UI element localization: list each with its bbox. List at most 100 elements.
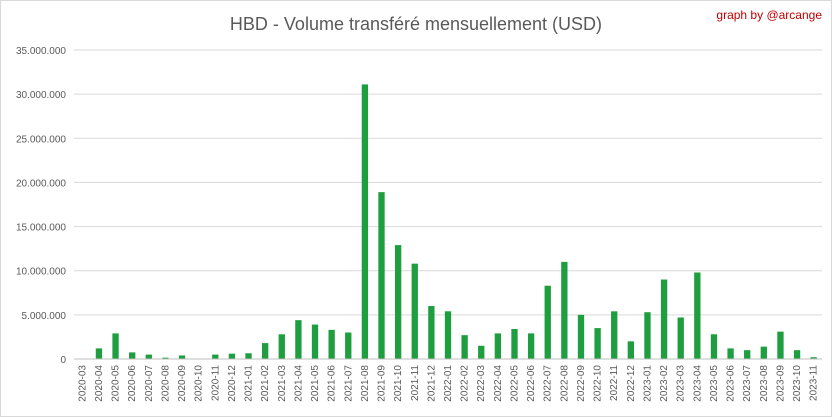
x-tick-label: 2021-01	[244, 365, 255, 402]
x-tick-label: 2023-08	[759, 365, 770, 402]
x-tick-label: 2022-11	[609, 365, 620, 401]
x-tick-label: 2021-02	[260, 365, 271, 402]
x-tick-label: 2023-09	[775, 365, 786, 402]
bar-2021-07	[345, 332, 352, 359]
bar-2021-04	[295, 320, 302, 359]
x-tick-label: 2020-11	[210, 365, 221, 401]
x-tick-label: 2022-07	[543, 365, 554, 402]
bar-2022-04	[494, 333, 502, 359]
bar-2021-11	[411, 263, 418, 359]
x-tick-label: 2022-08	[559, 365, 570, 402]
bar-2023-09	[777, 331, 784, 359]
y-tick-label: 5.000.000	[22, 311, 67, 322]
bar-2020-07	[145, 354, 152, 359]
bar-2021-10	[394, 245, 402, 359]
bar-2020-04	[95, 348, 103, 359]
x-axis-labels: 2020-03 2020-04 2020-05 2020-06 2020-07 2020-…	[77, 365, 819, 402]
bar-2022-06	[527, 333, 535, 359]
bar-2023-10	[793, 350, 801, 359]
x-tick-label: 2022-03	[476, 365, 487, 402]
x-tick-label: 2021-12	[426, 365, 437, 402]
bar-2022-08	[561, 261, 568, 359]
x-tick-label: 2022-04	[493, 365, 504, 402]
chart-credit: graph by @arcange	[716, 8, 822, 22]
x-tick-label: 2021-03	[277, 365, 288, 402]
bar-2021-05	[311, 324, 319, 359]
y-tick-label: 10.000.000	[16, 267, 66, 278]
x-tick-label: 2021-05	[310, 365, 321, 402]
bar-2022-05	[511, 328, 518, 359]
x-tick-label: 2023-01	[642, 365, 653, 402]
bar-2020-05	[112, 333, 119, 359]
x-tick-label: 2020-09	[177, 365, 188, 402]
x-tick-label: 2023-04	[692, 365, 703, 402]
bar-2021-02	[261, 343, 269, 359]
bar-2022-03	[478, 345, 485, 359]
x-tick-label: 2022-12	[626, 365, 637, 402]
x-tick-label: 2020-05	[111, 365, 122, 402]
bar-2023-08	[760, 346, 767, 359]
x-tick-label: 2022-05	[509, 365, 520, 402]
gridlines	[74, 49, 822, 316]
x-tick-label: 2020-06	[127, 365, 138, 402]
bar-2023-01	[644, 312, 651, 359]
y-tick-label: 25.000.000	[16, 134, 66, 145]
bar-2021-03	[278, 334, 285, 359]
x-tick-label: 2023-10	[792, 365, 803, 402]
x-tick-label: 2021-08	[360, 365, 371, 402]
x-tick-label: 2023-03	[676, 365, 687, 402]
bar-2022-12	[627, 341, 635, 359]
bar-2020-11	[212, 354, 219, 359]
x-tick-label: 2022-06	[526, 365, 537, 402]
bar-2022-11	[611, 311, 618, 359]
bar-2022-09	[577, 314, 585, 359]
bar-2020-06	[129, 352, 136, 359]
bar-2021-06	[328, 329, 335, 359]
bar-2022-01	[444, 311, 452, 359]
y-tick-label: 20.000.000	[16, 178, 66, 189]
bar-2022-10	[594, 328, 601, 359]
bar-2023-03	[677, 317, 684, 359]
bar-2020-12	[228, 353, 236, 359]
bar-2022-07	[544, 285, 551, 359]
x-tick-label: 2021-06	[327, 365, 338, 402]
y-tick-label: 30.000.000	[16, 90, 66, 101]
bar-2021-01	[245, 353, 252, 359]
x-tick-label: 2023-06	[726, 365, 737, 402]
bar-2022-02	[461, 335, 468, 359]
y-tick-label: 35.000.000	[16, 46, 66, 57]
x-tick-label: 2021-07	[343, 365, 354, 402]
x-tick-label: 2022-02	[460, 365, 471, 402]
bars	[95, 84, 817, 359]
bar-2023-11	[810, 357, 817, 359]
x-tick-label: 2022-09	[576, 365, 587, 402]
x-tick-label: 2023-02	[659, 365, 670, 402]
bar-2021-08	[361, 84, 369, 359]
y-tick-label: 15.000.000	[16, 223, 66, 234]
bar-2023-06	[727, 348, 734, 359]
x-tick-label: 2021-11	[410, 365, 421, 401]
x-tick-label: 2023-07	[742, 365, 753, 402]
x-tick-label: 2023-05	[709, 365, 720, 402]
y-tick-label: 0	[60, 355, 66, 366]
x-tick-label: 2022-01	[443, 365, 454, 402]
bar-2023-05	[710, 334, 718, 359]
x-tick-label: 2020-04	[94, 365, 105, 402]
bar-2021-09	[378, 192, 385, 359]
y-axis-labels: 0 5.000.000 10.000.000 15.000.000 20.000.000…	[16, 46, 67, 366]
x-tick-label: 2020-08	[160, 365, 171, 402]
x-tick-label: 2023-11	[809, 365, 820, 401]
bar-2020-08	[162, 357, 169, 359]
bar-2021-12	[428, 306, 435, 359]
chart-title: HBD - Volume transféré mensuellement (US…	[229, 14, 603, 34]
x-tick-label: 2020-12	[227, 365, 238, 402]
x-tick-label: 2021-10	[393, 365, 404, 402]
bar-2020-09	[178, 355, 186, 359]
bar-2023-02	[660, 279, 668, 359]
x-tick-label: 2021-04	[293, 365, 304, 402]
x-tick-label: 2022-10	[593, 365, 604, 402]
bar-2023-07	[744, 350, 751, 359]
bar-2023-04	[694, 272, 701, 359]
x-tick-label: 2020-03	[77, 365, 88, 402]
